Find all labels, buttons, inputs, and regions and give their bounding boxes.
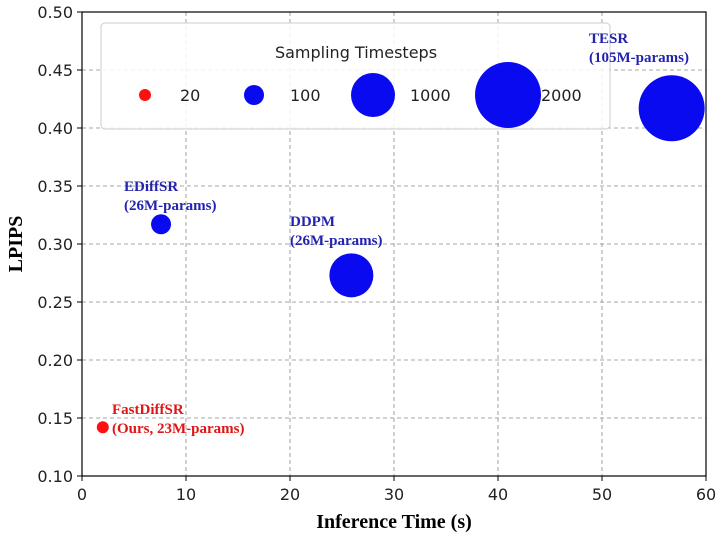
- x-tick-label: 30: [384, 485, 404, 504]
- legend-marker-1000: [351, 73, 395, 117]
- data-point: [96, 421, 109, 434]
- legend-marker-2000: [475, 62, 541, 128]
- y-tick-label: 0.45: [37, 61, 73, 80]
- point-annotation: DDPM: [290, 214, 335, 230]
- x-tick-label: 20: [280, 485, 300, 504]
- annotations: FastDiffSR (Ours, 23M-params) EDiffSR (26M-…: [112, 31, 689, 437]
- point-annotation: (105M-params): [589, 50, 689, 66]
- x-tick-label: 50: [592, 485, 612, 504]
- legend-label-2000: 2000: [541, 86, 582, 105]
- y-tick-label: 0.50: [37, 3, 73, 22]
- y-tick-label: 0.15: [37, 409, 73, 428]
- x-tick-label: 10: [176, 485, 196, 504]
- ticks: 0 10 20 30 40 50 60 0.10 0.15 0.20 0.25 0.30 0.35 0.4…: [37, 3, 716, 504]
- legend-marker-100: [244, 85, 264, 105]
- data-point: [638, 75, 705, 142]
- x-tick-label: 60: [696, 485, 716, 504]
- y-tick-label: 0.30: [37, 235, 73, 254]
- legend-label-20: 20: [180, 86, 200, 105]
- legend-label-1000: 1000: [410, 86, 451, 105]
- y-axis-title: LPIPS: [5, 216, 27, 273]
- point-annotation: (26M-params): [124, 198, 216, 214]
- y-tick-label: 0.25: [37, 293, 73, 312]
- legend-label-100: 100: [290, 86, 321, 105]
- y-tick-label: 0.40: [37, 119, 73, 138]
- data-points: [96, 75, 705, 434]
- data-point: [329, 253, 374, 298]
- point-annotation: EDiffSR: [124, 179, 178, 195]
- point-annotation: FastDiffSR: [112, 402, 184, 418]
- x-axis-title: Inference Time (s): [316, 511, 472, 533]
- x-tick-label: 40: [488, 485, 508, 504]
- x-tick-label: 0: [77, 485, 87, 504]
- y-tick-label: 0.20: [37, 351, 73, 370]
- point-annotation: (26M-params): [290, 233, 382, 249]
- legend: Sampling Timesteps 20 100 1000 2000: [100, 22, 611, 130]
- y-tick-label: 0.10: [37, 467, 73, 486]
- legend-title: Sampling Timesteps: [275, 43, 437, 62]
- legend-marker-20: [139, 89, 151, 101]
- point-annotation: (Ours, 23M-params): [112, 421, 244, 437]
- point-annotation: TESR: [589, 31, 628, 47]
- y-tick-label: 0.35: [37, 177, 73, 196]
- data-point: [151, 214, 172, 235]
